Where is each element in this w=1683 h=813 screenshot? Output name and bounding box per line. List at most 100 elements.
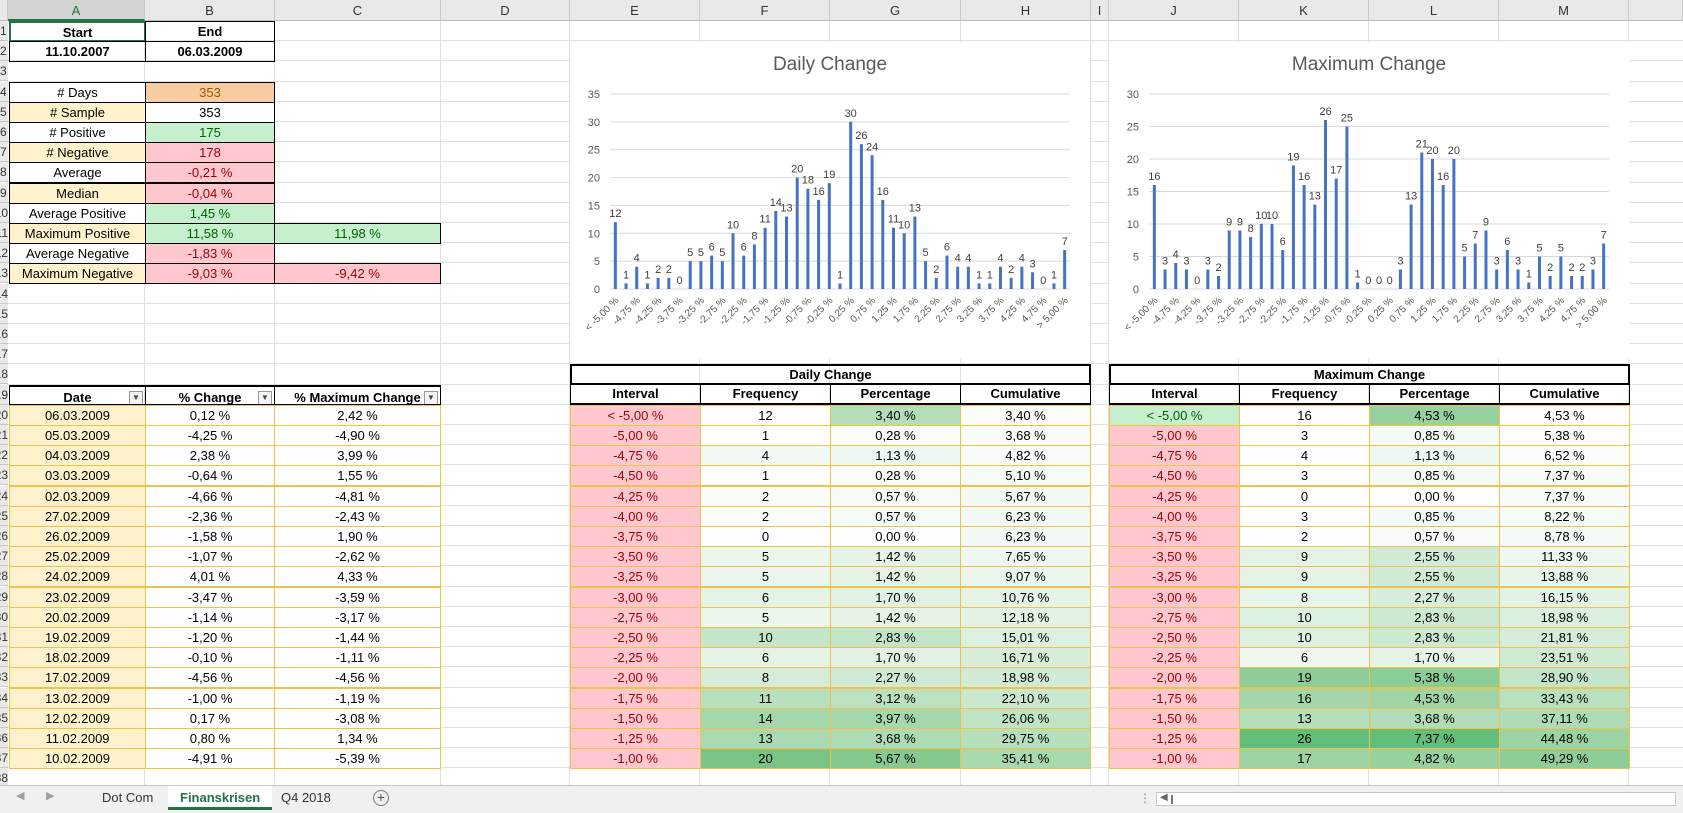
- freq-cell-pct[interactable]: 2,83 %: [1369, 627, 1500, 648]
- freq-cell-pct[interactable]: 0,57 %: [830, 486, 961, 507]
- freq-cell-cum[interactable]: 11,33 %: [1499, 546, 1630, 567]
- freq-cell-interval[interactable]: -1,75 %: [1109, 688, 1240, 709]
- data-cell[interactable]: -4,81 %: [274, 486, 441, 507]
- stat-value[interactable]: 1,45 %: [145, 203, 275, 224]
- freq-cell-cum[interactable]: 9,07 %: [960, 566, 1091, 587]
- data-cell[interactable]: -1,14 %: [145, 607, 275, 628]
- freq-cell-cum[interactable]: 28,90 %: [1499, 667, 1630, 688]
- data-cell[interactable]: 0,17 %: [145, 708, 275, 729]
- freq-cell-cum[interactable]: 23,51 %: [1499, 647, 1630, 668]
- freq-cell-interval[interactable]: < -5,00 %: [1109, 405, 1240, 426]
- data-cell[interactable]: -2,62 %: [274, 546, 441, 567]
- row-header[interactable]: 9: [0, 183, 8, 203]
- freq-table-title[interactable]: Daily Change: [570, 364, 1091, 385]
- freq-cell-cum[interactable]: 29,75 %: [960, 728, 1091, 749]
- freq-cell-interval[interactable]: -1,75 %: [570, 688, 701, 709]
- freq-cell-interval[interactable]: -1,25 %: [570, 728, 701, 749]
- freq-cell-pct[interactable]: 5,67 %: [830, 748, 961, 769]
- stat-value[interactable]: -9,03 %: [145, 263, 275, 284]
- row-header[interactable]: 37: [0, 748, 8, 768]
- freq-cell-cum[interactable]: 15,01 %: [960, 627, 1091, 648]
- data-cell[interactable]: -1,58 %: [145, 526, 275, 547]
- freq-cell-cum[interactable]: 16,15 %: [1499, 587, 1630, 608]
- freq-table-title[interactable]: Maximum Change: [1109, 364, 1630, 385]
- data-cell[interactable]: 24.02.2009: [9, 566, 146, 587]
- data-cell[interactable]: 12.02.2009: [9, 708, 146, 729]
- freq-cell-cum[interactable]: 49,29 %: [1499, 748, 1630, 769]
- data-cell[interactable]: 1,90 %: [274, 526, 441, 547]
- data-cell[interactable]: 1,34 %: [274, 728, 441, 749]
- column-header-l[interactable]: L: [1369, 0, 1499, 21]
- freq-cell-pct[interactable]: 3,40 %: [830, 405, 961, 426]
- row-header[interactable]: 36: [0, 728, 8, 748]
- freq-cell-pct[interactable]: 0,85 %: [1369, 425, 1500, 446]
- data-cell[interactable]: -2,36 %: [145, 506, 275, 527]
- row-header[interactable]: 1: [0, 21, 8, 41]
- freq-cell-interval[interactable]: -3,50 %: [570, 546, 701, 567]
- freq-cell-cum[interactable]: 22,10 %: [960, 688, 1091, 709]
- row-header[interactable]: 33: [0, 667, 8, 687]
- freq-cell-freq[interactable]: 6: [700, 587, 831, 608]
- freq-cell-freq[interactable]: 19: [1239, 667, 1370, 688]
- freq-cell-pct[interactable]: 4,53 %: [1369, 688, 1500, 709]
- freq-cell-freq[interactable]: 3: [1239, 465, 1370, 486]
- freq-cell-freq[interactable]: 10: [1239, 627, 1370, 648]
- stat-value[interactable]: 353: [145, 102, 275, 123]
- freq-cell-cum[interactable]: 16,71 %: [960, 647, 1091, 668]
- plus-circle-icon[interactable]: +: [373, 790, 389, 806]
- row-header[interactable]: 19: [0, 385, 8, 405]
- column-header-m[interactable]: M: [1499, 0, 1629, 21]
- data-cell[interactable]: 4,01 %: [145, 566, 275, 587]
- freq-cell-interval[interactable]: -3,25 %: [1109, 566, 1240, 587]
- row-header[interactable]: 22: [0, 445, 8, 465]
- stat-value[interactable]: 11,58 %: [145, 223, 275, 244]
- freq-cell-interval[interactable]: -4,75 %: [1109, 445, 1240, 466]
- freq-cell-interval[interactable]: -2,75 %: [1109, 607, 1240, 628]
- freq-cell-freq[interactable]: 11: [700, 688, 831, 709]
- tab-q4-2018[interactable]: Q4 2018: [281, 790, 331, 805]
- row-header[interactable]: 38: [0, 768, 8, 785]
- freq-cell-cum[interactable]: 33,43 %: [1499, 688, 1630, 709]
- freq-table-header[interactable]: Frequency: [700, 384, 831, 405]
- freq-cell-freq[interactable]: 1: [700, 425, 831, 446]
- data-cell[interactable]: -3,47 %: [145, 587, 275, 608]
- freq-cell-pct[interactable]: 2,55 %: [1369, 546, 1500, 567]
- freq-cell-interval[interactable]: -2,50 %: [1109, 627, 1240, 648]
- data-cell[interactable]: -4,56 %: [145, 667, 275, 688]
- freq-cell-pct[interactable]: 0,85 %: [1369, 506, 1500, 527]
- freq-table-header[interactable]: Frequency: [1239, 384, 1370, 405]
- row-header[interactable]: 3: [0, 61, 8, 81]
- column-header-d[interactable]: D: [441, 0, 570, 21]
- data-cell[interactable]: 19.02.2009: [9, 627, 146, 648]
- freq-cell-freq[interactable]: 14: [700, 708, 831, 729]
- data-cell[interactable]: 13.02.2009: [9, 688, 146, 709]
- data-cell[interactable]: 20.02.2009: [9, 607, 146, 628]
- data-cell[interactable]: 03.03.2009: [9, 465, 146, 486]
- freq-cell-pct[interactable]: 5,38 %: [1369, 667, 1500, 688]
- freq-cell-freq[interactable]: 8: [1239, 587, 1370, 608]
- freq-cell-interval[interactable]: -4,00 %: [1109, 506, 1240, 527]
- row-header[interactable]: 29: [0, 587, 8, 607]
- freq-cell-cum[interactable]: 4,53 %: [1499, 405, 1630, 426]
- freq-cell-interval[interactable]: -1,25 %: [1109, 728, 1240, 749]
- freq-cell-pct[interactable]: 1,42 %: [830, 566, 961, 587]
- freq-cell-freq[interactable]: 4: [1239, 445, 1370, 466]
- freq-cell-pct[interactable]: 2,55 %: [1369, 566, 1500, 587]
- column-header-g[interactable]: G: [830, 0, 961, 21]
- stat-label[interactable]: Average: [9, 162, 146, 183]
- freq-cell-interval[interactable]: -4,50 %: [570, 465, 701, 486]
- freq-cell-pct[interactable]: 0,28 %: [830, 465, 961, 486]
- data-cell[interactable]: 05.03.2009: [9, 425, 146, 446]
- scroll-left-icon[interactable]: ◀: [1160, 792, 1168, 803]
- freq-cell-interval[interactable]: -4,50 %: [1109, 465, 1240, 486]
- freq-cell-cum[interactable]: 13,88 %: [1499, 566, 1630, 587]
- column-header-k[interactable]: K: [1239, 0, 1369, 21]
- row-header[interactable]: 13: [0, 263, 8, 283]
- freq-cell-interval[interactable]: -3,00 %: [1109, 587, 1240, 608]
- freq-cell-pct[interactable]: 1,70 %: [830, 647, 961, 668]
- freq-cell-interval[interactable]: -1,00 %: [1109, 748, 1240, 769]
- freq-cell-cum[interactable]: 18,98 %: [960, 667, 1091, 688]
- column-header-b[interactable]: B: [145, 0, 275, 21]
- freq-table-header[interactable]: Percentage: [830, 384, 961, 405]
- data-cell[interactable]: 0,12 %: [145, 405, 275, 426]
